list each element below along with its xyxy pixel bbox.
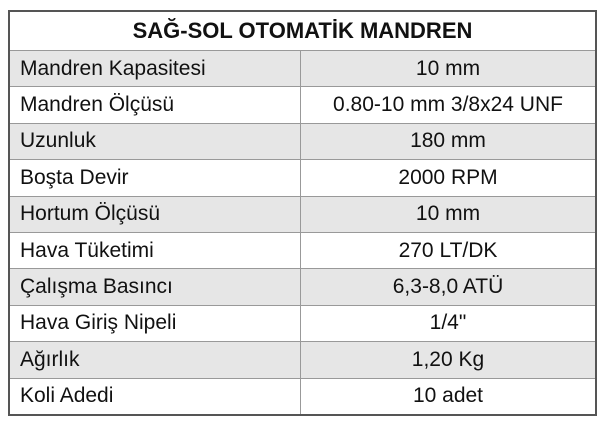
table-row: Mandren Ölçüsü 0.80-10 mm 3/8x24 UNF — [8, 86, 597, 124]
spec-name: Hortum Ölçüsü — [8, 195, 301, 233]
table-row: Ağırlık 1,20 Kg — [8, 341, 597, 379]
spec-name: Hava Giriş Nipeli — [8, 304, 301, 343]
spec-name: Çalışma Basıncı — [8, 268, 301, 306]
table-row: Mandren Kapasitesi 10 mm — [8, 49, 597, 88]
table-row: Hava Giriş Nipeli 1/4" — [8, 304, 597, 343]
spec-name: Mandren Kapasitesi — [8, 49, 301, 88]
spec-name: Koli Adedi — [8, 377, 301, 416]
spec-name: Mandren Ölçüsü — [8, 86, 301, 124]
spec-value: 180 mm — [300, 122, 597, 161]
spec-value: 270 LT/DK — [300, 231, 597, 270]
spec-value: 1/4" — [300, 304, 597, 343]
spec-name: Uzunluk — [8, 122, 301, 161]
spec-name: Ağırlık — [8, 341, 301, 379]
table-title: SAĞ-SOL OTOMATİK MANDREN — [8, 10, 597, 51]
table-row: Hortum Ölçüsü 10 mm — [8, 195, 597, 233]
table-row: Koli Adedi 10 adet — [8, 377, 597, 416]
spec-value: 10 mm — [300, 195, 597, 233]
table-row: Çalışma Basıncı 6,3-8,0 ATÜ — [8, 268, 597, 306]
table-row: Hava Tüketimi 270 LT/DK — [8, 231, 597, 270]
spec-name: Boşta Devir — [8, 159, 301, 197]
table-row: Uzunluk 180 mm — [8, 122, 597, 161]
spec-value: 0.80-10 mm 3/8x24 UNF — [300, 86, 597, 124]
spec-value: 1,20 Kg — [300, 341, 597, 379]
table-row: Boşta Devir 2000 RPM — [8, 159, 597, 197]
spec-value: 10 adet — [300, 377, 597, 416]
spec-value: 10 mm — [300, 49, 597, 88]
spec-name: Hava Tüketimi — [8, 231, 301, 270]
spec-table: SAĞ-SOL OTOMATİK MANDREN Mandren Kapasit… — [8, 10, 597, 416]
spec-value: 2000 RPM — [300, 159, 597, 197]
spec-value: 6,3-8,0 ATÜ — [300, 268, 597, 306]
